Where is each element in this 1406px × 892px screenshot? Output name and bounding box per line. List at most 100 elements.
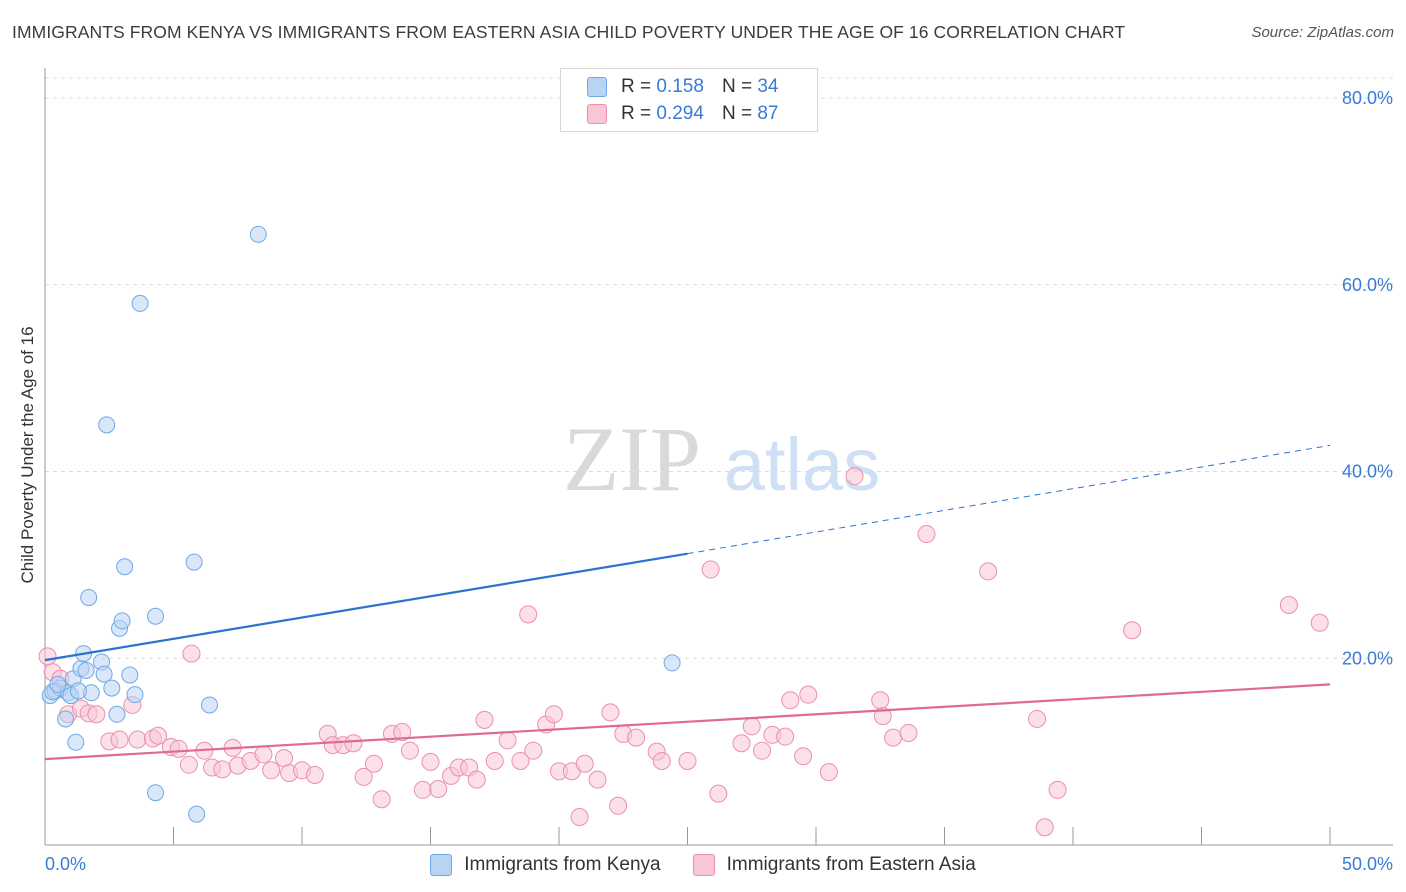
data-point	[149, 726, 168, 745]
axes	[44, 68, 1393, 846]
data-point	[485, 751, 504, 770]
data-point	[182, 644, 201, 663]
data-point	[519, 605, 538, 624]
legend-r-value-eastern-asia: 0.294	[656, 103, 704, 124]
data-point	[845, 467, 864, 486]
bottom-legend-swatch-eastern-asia	[692, 854, 715, 876]
data-point	[103, 679, 121, 697]
data-point	[38, 647, 57, 666]
legend-row-eastern-asia: R = 0.294 N = 87	[587, 102, 778, 126]
data-point	[188, 805, 206, 823]
data-point	[884, 728, 903, 747]
data-point	[49, 675, 67, 693]
data-point	[87, 705, 106, 724]
data-point	[652, 751, 671, 770]
data-point	[1035, 818, 1054, 837]
legend: R = 0.158 N = 34 R = 0.294 N = 87	[560, 68, 818, 132]
data-point	[249, 225, 267, 243]
data-point	[588, 770, 607, 789]
legend-r-label: R =	[621, 103, 652, 124]
data-point	[873, 707, 892, 726]
data-point	[1123, 621, 1142, 640]
data-point	[429, 779, 448, 798]
data-point	[200, 696, 218, 714]
data-point	[475, 710, 494, 729]
watermark-zip: ZIP	[563, 408, 701, 510]
data-point	[254, 745, 273, 764]
legend-swatch-kenya	[587, 77, 607, 97]
bottom-legend-swatch-kenya	[430, 854, 453, 876]
data-point	[601, 703, 620, 722]
x-tick-label: 0.0%	[45, 854, 86, 874]
x-tick-label: 50.0%	[1342, 854, 1393, 874]
chart-title: IMMIGRANTS FROM KENYA VS IMMIGRANTS FROM…	[12, 22, 1126, 42]
data-point	[95, 665, 113, 683]
data-point	[121, 666, 139, 684]
data-point	[108, 705, 126, 723]
data-point	[467, 770, 486, 789]
data-point	[781, 691, 800, 710]
watermark-atlas: atlas	[724, 423, 880, 506]
bottom-legend-label-eastern-asia: Immigrants from Eastern Asia	[726, 854, 976, 875]
data-point	[575, 754, 594, 773]
trendline-eastern-asia	[44, 683, 1331, 761]
y-tick-label: 40.0%	[1342, 462, 1393, 482]
data-point	[544, 705, 563, 724]
data-point	[917, 525, 936, 544]
data-point	[1028, 709, 1047, 728]
y-tick-label: 60.0%	[1342, 275, 1393, 295]
legend-n-value-eastern-asia: 87	[757, 103, 779, 124]
data-point	[179, 755, 198, 774]
legend-r-value-kenya: 0.158	[656, 76, 704, 97]
trendlines	[44, 444, 1331, 761]
data-point	[305, 765, 324, 784]
data-point	[147, 784, 165, 802]
legend-r-label: R =	[621, 76, 652, 97]
data-point	[69, 682, 87, 700]
series-eastern-asia	[38, 467, 1329, 837]
bottom-legend: Immigrants from Kenya Immigrants from Ea…	[0, 852, 1406, 878]
data-point	[794, 747, 813, 766]
data-point	[753, 741, 772, 760]
data-point	[1310, 613, 1329, 632]
y-tick-label: 80.0%	[1342, 88, 1393, 108]
trendline-kenya	[44, 552, 688, 662]
data-point	[413, 780, 432, 799]
data-point	[627, 728, 646, 747]
data-point	[126, 686, 144, 704]
data-point	[80, 589, 98, 607]
bottom-legend-item-eastern-asia: Immigrants from Eastern Asia	[692, 854, 976, 876]
legend-n-label: N =	[721, 76, 753, 97]
data-point	[524, 741, 543, 760]
data-point	[570, 807, 589, 826]
bottom-legend-label-kenya: Immigrants from Kenya	[464, 854, 661, 875]
data-point	[372, 790, 391, 809]
data-point	[819, 763, 838, 782]
legend-n-label: N =	[721, 103, 753, 124]
data-point	[421, 752, 440, 771]
data-point	[147, 607, 165, 625]
series-kenya	[41, 225, 681, 823]
trendline-kenya-extension	[687, 444, 1331, 555]
data-point	[344, 734, 363, 753]
data-point	[498, 731, 517, 750]
data-point	[169, 739, 188, 758]
data-point	[709, 784, 728, 803]
data-point	[213, 760, 232, 779]
data-point	[732, 734, 751, 753]
watermark: ZIP atlas	[563, 408, 880, 510]
data-point	[871, 691, 890, 710]
data-point	[98, 416, 116, 434]
data-point	[262, 761, 281, 780]
data-point	[67, 733, 85, 751]
data-point	[275, 749, 294, 768]
y-tick-label: 20.0%	[1342, 648, 1393, 668]
data-point	[364, 754, 383, 773]
data-point	[131, 294, 149, 312]
legend-row-kenya: R = 0.158 N = 34	[587, 75, 778, 99]
data-point	[393, 723, 412, 742]
chart-source: Source: ZipAtlas.com	[1251, 24, 1394, 41]
data-point	[354, 767, 373, 786]
bottom-legend-item-kenya: Immigrants from Kenya	[430, 854, 661, 876]
